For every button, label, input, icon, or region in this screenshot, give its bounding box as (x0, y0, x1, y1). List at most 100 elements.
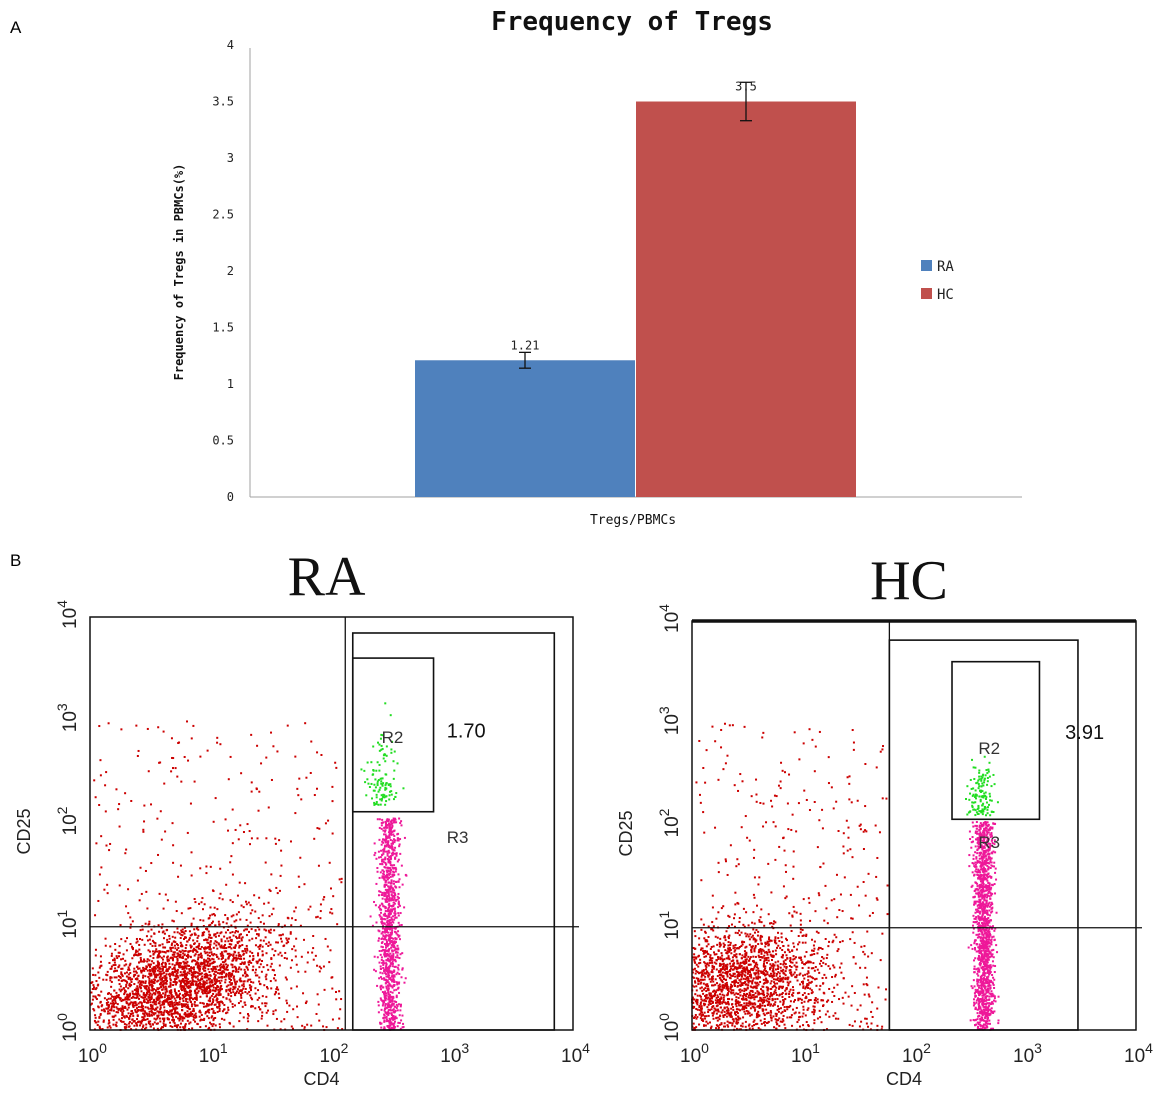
event-dot (381, 784, 384, 787)
event-dot (189, 1021, 192, 1024)
event-dot (385, 795, 388, 798)
event-dot (246, 968, 249, 971)
event-dot (138, 961, 141, 964)
event-dot (726, 973, 729, 976)
event-dot (397, 892, 400, 895)
event-dot (777, 931, 780, 934)
event-dot (229, 1000, 232, 1003)
event-dot (739, 994, 742, 997)
event-dot (166, 928, 169, 931)
event-dot (766, 940, 769, 943)
event-dot (265, 756, 268, 759)
event-dot (158, 990, 161, 993)
event-dot (193, 1014, 196, 1017)
event-dot (762, 949, 765, 952)
event-dot (393, 819, 396, 822)
event-dot (110, 954, 113, 957)
event-dot (135, 989, 138, 992)
event-dot (246, 980, 249, 983)
event-dot (187, 981, 190, 984)
event-dot (388, 825, 391, 828)
event-dot (202, 989, 205, 992)
event-dot (256, 998, 259, 1001)
y-tick-exponent: 2 (54, 806, 70, 814)
event-dot (757, 930, 760, 933)
event-dot (230, 953, 233, 956)
event-dot (143, 998, 146, 1001)
event-dot (225, 1012, 228, 1015)
event-dot (384, 1004, 387, 1007)
event-dot (212, 958, 215, 961)
event-dot (757, 971, 760, 974)
event-dot (179, 1026, 182, 1029)
event-dot (393, 1000, 396, 1003)
event-dot (773, 1026, 776, 1029)
event-dot (385, 844, 388, 847)
event-dot (107, 1010, 110, 1013)
event-dot (216, 1006, 219, 1009)
event-dot (789, 1000, 792, 1003)
event-dot (755, 969, 758, 972)
event-dot (787, 984, 790, 987)
event-dot (387, 931, 390, 934)
event-dot (126, 1015, 129, 1018)
event-dot (242, 983, 245, 986)
event-dot (235, 929, 238, 932)
event-dot (795, 911, 798, 914)
event-dot (131, 992, 134, 995)
event-dot (117, 955, 120, 958)
event-dot (385, 1015, 388, 1018)
event-dot (195, 995, 198, 998)
event-dot (331, 1018, 334, 1021)
event-dot (392, 887, 395, 890)
event-dot (257, 952, 260, 955)
event-dot (91, 967, 94, 970)
event-dot (373, 783, 376, 786)
event-dot (183, 936, 186, 939)
event-dot (97, 899, 100, 902)
event-dot (393, 1020, 396, 1023)
event-dot (755, 977, 758, 980)
event-dot (204, 1025, 207, 1028)
event-dot (750, 948, 753, 951)
event-dot (382, 860, 385, 863)
event-dot (248, 939, 251, 942)
event-dot (378, 769, 381, 772)
event-dot (218, 897, 221, 900)
event-dot (720, 1022, 723, 1025)
event-dot (143, 804, 146, 807)
event-dot (183, 926, 186, 929)
event-dot (106, 992, 109, 995)
event-dot (171, 1003, 174, 1006)
event-dot (231, 959, 234, 962)
event-dot (225, 972, 228, 975)
event-dot (176, 958, 179, 961)
event-dot (386, 826, 389, 829)
event-dot (743, 950, 746, 953)
event-dot (283, 956, 286, 959)
event-dot (244, 975, 247, 978)
event-dot (152, 1013, 155, 1016)
event-dot (117, 1011, 120, 1014)
event-dot (158, 992, 161, 995)
event-dot (173, 970, 176, 973)
event-dot (143, 1027, 146, 1030)
event-dot (210, 1002, 213, 1005)
event-dot (696, 994, 699, 997)
event-dot (398, 886, 401, 889)
event-dot (385, 954, 388, 957)
event-dot (815, 984, 818, 987)
event-dot (277, 953, 280, 956)
event-dot (154, 950, 157, 953)
event-dot (178, 1013, 181, 1016)
event-dot (393, 965, 396, 968)
event-dot (693, 956, 696, 959)
event-dot (203, 963, 206, 966)
event-dot (757, 954, 760, 957)
event-dot (391, 965, 394, 968)
event-dot (111, 995, 114, 998)
event-dot (227, 957, 230, 960)
x-tick-label: 103 (440, 1040, 469, 1067)
event-dot (110, 965, 113, 968)
event-dot (97, 971, 100, 974)
